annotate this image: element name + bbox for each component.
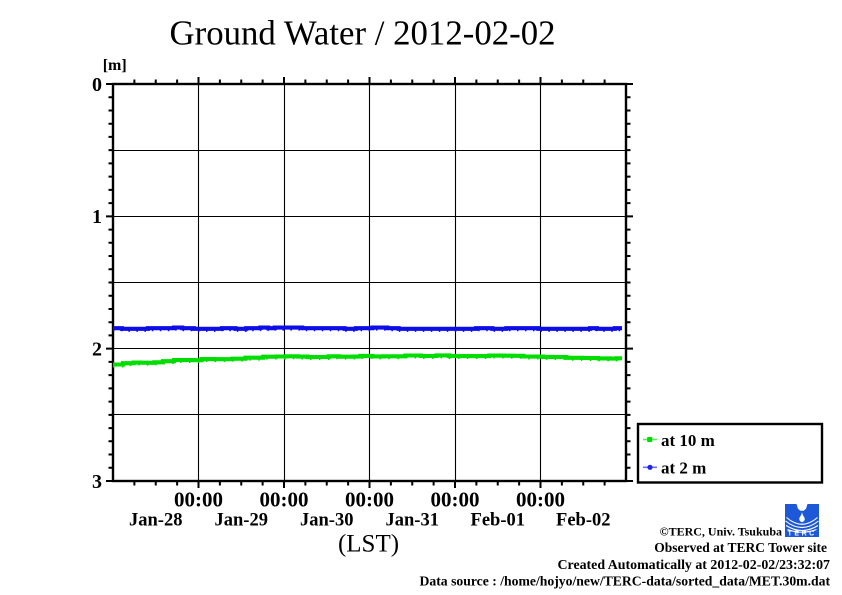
svg-text:3: 3 <box>92 471 102 493</box>
svg-text:Feb-02: Feb-02 <box>556 511 610 531</box>
svg-text:Ground Water / 2012-02-02: Ground Water / 2012-02-02 <box>169 13 555 52</box>
svg-text:TERC: TERC <box>788 531 817 538</box>
svg-text:Data source : /home/hojyo/new/: Data source : /home/hojyo/new/TERC-data/… <box>420 574 831 589</box>
svg-text:©TERC, Univ. Tsukuba: ©TERC, Univ. Tsukuba <box>660 525 782 539</box>
svg-text:00:00: 00:00 <box>516 488 565 512</box>
svg-text:Jan-29: Jan-29 <box>215 511 268 531</box>
svg-text:Jan-30: Jan-30 <box>300 511 353 531</box>
svg-text:[m]: [m] <box>103 57 127 74</box>
svg-text:0: 0 <box>92 74 102 96</box>
svg-text:at 10 m: at 10 m <box>661 431 715 450</box>
svg-text:(LST): (LST) <box>338 531 399 558</box>
svg-text:00:00: 00:00 <box>431 488 480 512</box>
svg-text:00:00: 00:00 <box>260 488 309 512</box>
svg-text:Jan-31: Jan-31 <box>386 511 439 531</box>
svg-text:Feb-01: Feb-01 <box>471 511 525 531</box>
svg-text:Created Automatically at 2012-: Created Automatically at 2012-02-02/23:3… <box>558 558 831 573</box>
svg-text:Observed at TERC Tower site: Observed at TERC Tower site <box>654 540 827 555</box>
svg-text:00:00: 00:00 <box>174 488 223 512</box>
svg-text:00:00: 00:00 <box>345 488 394 512</box>
svg-text:at 2 m: at 2 m <box>661 459 706 478</box>
svg-text:Jan-28: Jan-28 <box>129 511 182 531</box>
svg-text:2: 2 <box>92 339 102 361</box>
svg-text:1: 1 <box>92 206 102 228</box>
